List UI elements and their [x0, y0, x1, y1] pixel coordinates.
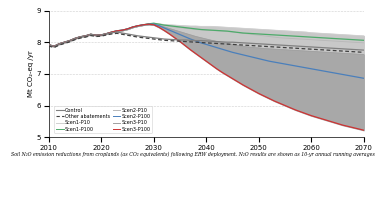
Text: Soil N₂O emission reductions from croplands (as CO₂ equivalents) following ERW d: Soil N₂O emission reductions from cropla…: [11, 152, 375, 157]
Legend: Control, Other abatements, Scen1-P10, Scen1-P100, Scen2-P10, Scen2-P100, Scen3-P: Control, Other abatements, Scen1-P10, Sc…: [54, 106, 152, 133]
Y-axis label: Mt CO₂-eq /yr: Mt CO₂-eq /yr: [28, 50, 34, 97]
